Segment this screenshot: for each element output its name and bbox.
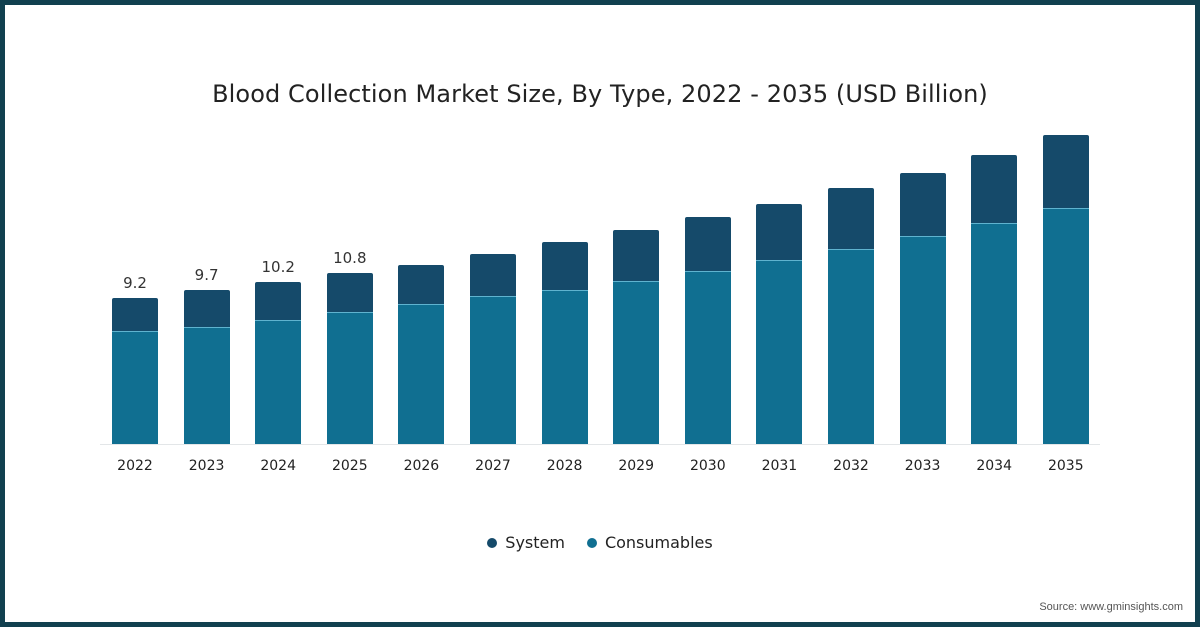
bar-segment-system[interactable]	[398, 265, 445, 304]
x-tick-label-2027: 2027	[475, 458, 511, 474]
x-tick-label-2023: 2023	[188, 458, 225, 474]
bar-2025[interactable]	[326, 273, 373, 444]
legend-dot-consumables-icon	[586, 537, 597, 548]
legend-item-consumables[interactable]: Consumables	[586, 533, 713, 552]
chart-title: Blood Collection Market Size, By Type, 2…	[212, 80, 988, 108]
value-label-2025: 10.8	[333, 249, 367, 267]
bar-2035[interactable]	[1042, 135, 1089, 444]
bar-2026[interactable]	[398, 265, 445, 444]
legend-label-consumables: Consumables	[604, 533, 713, 552]
bar-segment-system[interactable]	[470, 254, 516, 296]
x-tick-label-2032: 2032	[833, 458, 869, 474]
bar-segment-consumables[interactable]	[112, 331, 158, 444]
bar-segment-consumables[interactable]	[684, 271, 731, 444]
bar-2031[interactable]	[756, 204, 803, 444]
legend-item-system[interactable]: System	[487, 533, 565, 552]
value-label-2022: 9.2	[123, 274, 147, 292]
bar-segment-consumables[interactable]	[255, 320, 302, 444]
value-label-2024: 10.2	[261, 258, 295, 276]
bar-2027[interactable]	[470, 254, 516, 444]
bar-segment-system[interactable]	[541, 242, 588, 290]
bar-2022[interactable]	[112, 298, 158, 444]
x-tick-label-2030: 2030	[689, 458, 726, 474]
x-tick-label-2034: 2034	[976, 458, 1012, 474]
source-note: Source: www.gminsights.com	[1039, 601, 1183, 613]
bar-segment-consumables[interactable]	[756, 260, 803, 444]
bar-segment-system[interactable]	[828, 188, 874, 249]
bar-2029[interactable]	[613, 230, 660, 444]
x-tick-label-2022: 2022	[117, 458, 153, 474]
bar-2023[interactable]	[183, 290, 230, 444]
bar-segment-system[interactable]	[1042, 135, 1089, 208]
bar-segment-consumables[interactable]	[326, 312, 373, 444]
bar-2033[interactable]	[899, 173, 946, 444]
bar-segment-system[interactable]	[183, 290, 230, 327]
bar-segment-system[interactable]	[255, 282, 302, 320]
legend-label-system: System	[505, 533, 565, 552]
bar-segment-consumables[interactable]	[470, 296, 516, 444]
bar-2030[interactable]	[684, 217, 731, 444]
x-tick-label-2031: 2031	[761, 458, 798, 474]
bar-2034[interactable]	[971, 155, 1018, 444]
bar-segment-consumables[interactable]	[541, 290, 588, 444]
bar-segment-consumables[interactable]	[398, 304, 445, 444]
x-tick-label-2029: 2029	[618, 458, 654, 474]
legend-dot-system-icon	[487, 537, 498, 548]
bar-segment-consumables[interactable]	[899, 236, 946, 444]
x-tick-label-2025: 2025	[331, 458, 368, 474]
bar-segment-system[interactable]	[684, 217, 731, 271]
bar-segment-system[interactable]	[756, 204, 803, 260]
bar-segment-system[interactable]	[971, 155, 1018, 223]
bar-segment-system[interactable]	[326, 273, 373, 312]
bar-segment-consumables[interactable]	[613, 281, 660, 444]
x-tick-label-2033: 2033	[904, 458, 941, 474]
bar-segment-consumables[interactable]	[183, 327, 230, 444]
bar-segment-system[interactable]	[112, 298, 158, 331]
x-tick-label-2028: 2028	[546, 458, 583, 474]
x-axis-line	[100, 444, 1100, 445]
bar-2032[interactable]	[828, 188, 874, 444]
bar-segment-consumables[interactable]	[1042, 208, 1089, 444]
bar-2028[interactable]	[541, 242, 588, 444]
bar-segment-consumables[interactable]	[828, 249, 874, 444]
x-tick-label-2035: 2035	[1047, 458, 1084, 474]
legend: System Consumables	[5, 533, 1195, 552]
x-tick-label-2024: 2024	[260, 458, 296, 474]
bar-segment-system[interactable]	[613, 230, 660, 281]
bar-segment-system[interactable]	[899, 173, 946, 236]
x-tick-label-2026: 2026	[403, 458, 440, 474]
value-label-2023: 9.7	[194, 266, 219, 284]
bar-2024[interactable]	[255, 282, 302, 444]
bar-segment-consumables[interactable]	[971, 223, 1018, 444]
